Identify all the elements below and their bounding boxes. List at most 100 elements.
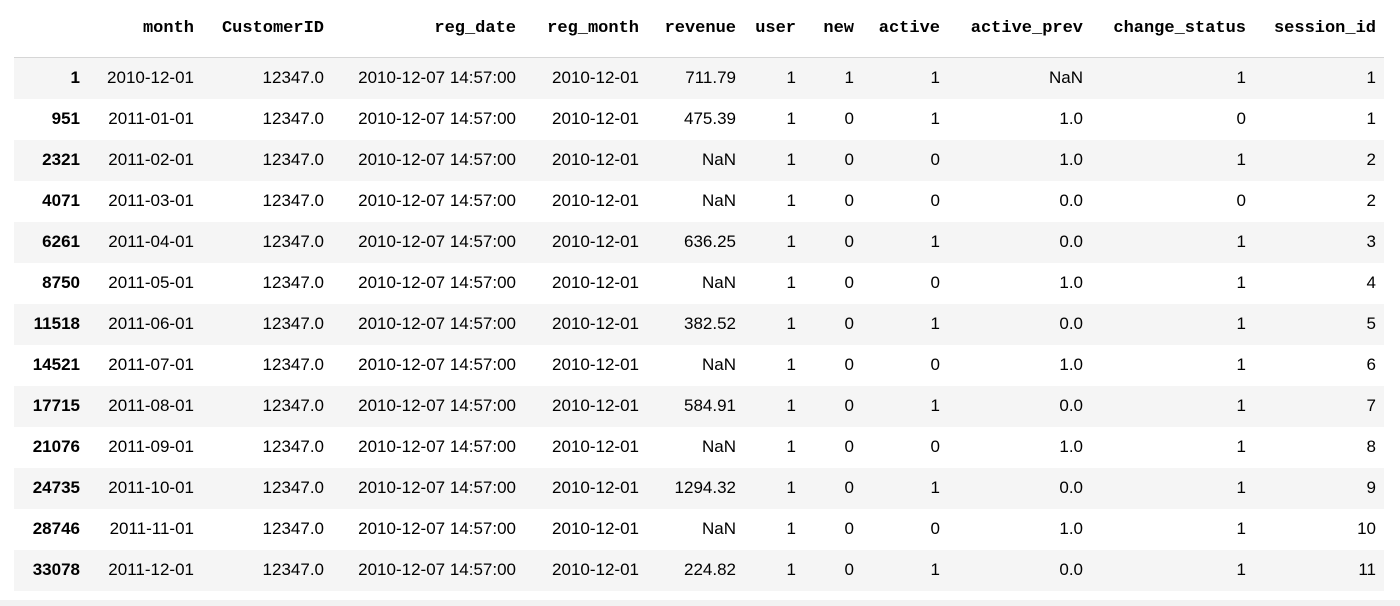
cell-user: 1 — [786, 68, 796, 88]
cell-reg-date: 2010-12-07 14:57:00 — [358, 478, 516, 497]
cell-reg-month: 2010-12-01 — [552, 355, 639, 374]
cell-active: 1 — [930, 68, 940, 88]
table-row: 4071 2011-03-01 12347.0 2010-12-07 14:57:00… — [14, 181, 1384, 222]
cell-customerid: 12347.0 — [262, 191, 324, 210]
cell-reg-date: 2010-12-07 14:57:00 — [358, 314, 516, 333]
row-index: 951 — [51, 109, 80, 128]
cell-new: 1 — [844, 68, 854, 88]
output-bottom-edge — [0, 600, 1400, 606]
cell-customerid: 12347.0 — [262, 437, 324, 456]
cell-revenue: NaN — [701, 519, 736, 538]
row-index: 33078 — [32, 560, 80, 579]
table-row: 33078 2011-12-01 12347.0 2010-12-07 14:57:0… — [14, 549, 1384, 591]
cell-revenue: 1294.32 — [674, 478, 736, 497]
cell-user: 1 — [786, 560, 796, 579]
cell-reg-month: 2010-12-01 — [552, 396, 639, 415]
table-row: 17715 2011-08-01 12347.0 2010-12-07 14:57:0… — [14, 385, 1384, 427]
cell-revenue: 711.79 — [685, 68, 736, 88]
cell-session-id: 8 — [1366, 437, 1376, 456]
row-index: 28746 — [32, 519, 80, 538]
row-index: 6261 — [42, 232, 80, 251]
cell-new: 0 — [844, 437, 854, 456]
row-index: 11518 — [33, 314, 80, 333]
cell-change-status: 0 — [1236, 191, 1246, 210]
cell-reg-month: 2010-12-01 — [552, 560, 639, 579]
cell-customerid: 12347.0 — [262, 273, 324, 292]
cell-new: 0 — [844, 560, 854, 579]
cell-active: 1 — [930, 109, 940, 128]
cell-active-prev: 0.0 — [1059, 560, 1083, 579]
cell-user: 1 — [786, 232, 796, 251]
cell-session-id: 6 — [1366, 355, 1376, 374]
cell-active-prev: 1.0 — [1059, 519, 1083, 538]
cell-customerid: 12347.0 — [262, 314, 324, 333]
cell-user: 1 — [786, 109, 796, 128]
row-index: 21076 — [32, 437, 80, 456]
cell-revenue: NaN — [701, 191, 736, 210]
cell-reg-date: 2010-12-07 14:57:00 — [358, 355, 516, 374]
cell-reg-month: 2010-12-01 — [552, 109, 639, 128]
cell-active: 0 — [930, 355, 940, 374]
cell-session-id: 2 — [1366, 150, 1376, 169]
column-header-month: month — [88, 0, 202, 58]
table-body: 1 2010-12-01 12347.0 2010-12-07 14:57:00 201… — [14, 57, 1384, 591]
cell-customerid: 12347.0 — [262, 355, 324, 374]
cell-reg-date: 2010-12-07 14:57:00 — [358, 273, 516, 292]
cell-active-prev: 0.0 — [1059, 478, 1083, 497]
cell-change-status: 1 — [1236, 355, 1246, 374]
row-index: 1 — [70, 68, 80, 88]
column-header-active: active — [862, 0, 948, 58]
cell-customerid: 12347.0 — [262, 150, 324, 169]
cell-change-status: 1 — [1236, 519, 1246, 538]
cell-active-prev: 1.0 — [1059, 150, 1083, 169]
column-header-reg-month: reg_month — [524, 0, 647, 58]
cell-active: 0 — [930, 519, 940, 538]
cell-revenue: 382.52 — [684, 314, 736, 333]
cell-new: 0 — [844, 519, 854, 538]
cell-reg-date: 2010-12-07 14:57:00 — [358, 396, 516, 415]
column-header-reg-date: reg_date — [332, 0, 524, 58]
cell-customerid: 12347.0 — [262, 396, 324, 415]
cell-user: 1 — [786, 273, 796, 292]
cell-session-id: 7 — [1366, 396, 1376, 415]
row-index: 2321 — [42, 150, 80, 169]
cell-month: 2011-11-01 — [109, 519, 194, 538]
table-row: 6261 2011-04-01 12347.0 2010-12-07 14:57:00… — [14, 221, 1384, 263]
column-header-revenue: revenue — [647, 0, 744, 58]
cell-session-id: 2 — [1366, 191, 1376, 210]
cell-new: 0 — [844, 191, 854, 210]
cell-customerid: 12347.0 — [262, 560, 324, 579]
cell-active: 0 — [930, 191, 940, 210]
cell-active: 1 — [930, 560, 940, 579]
cell-reg-date: 2010-12-07 14:57:00 — [358, 150, 516, 169]
row-index: 17715 — [32, 396, 80, 415]
cell-active: 0 — [930, 273, 940, 292]
cell-user: 1 — [786, 150, 796, 169]
cell-new: 0 — [844, 150, 854, 169]
cell-active-prev: 1.0 — [1059, 109, 1083, 128]
cell-active: 1 — [930, 396, 940, 415]
cell-change-status: 1 — [1236, 478, 1246, 497]
table-row: 24735 2011-10-01 12347.0 2010-12-07 14:57:0… — [14, 467, 1384, 509]
table-row: 14521 2011-07-01 12347.0 2010-12-07 14:57:0… — [14, 345, 1384, 386]
cell-user: 1 — [786, 478, 796, 497]
cell-customerid: 12347.0 — [262, 232, 324, 251]
cell-reg-month: 2010-12-01 — [552, 314, 639, 333]
cell-month: 2011-03-01 — [108, 191, 194, 210]
cell-reg-month: 2010-12-01 — [552, 68, 639, 88]
cell-new: 0 — [844, 232, 854, 251]
cell-month: 2010-12-01 — [107, 68, 194, 88]
cell-user: 1 — [786, 314, 796, 333]
cell-user: 1 — [786, 355, 796, 374]
cell-month: 2011-07-01 — [108, 355, 194, 374]
cell-change-status: 1 — [1236, 232, 1246, 251]
cell-active-prev: 0.0 — [1059, 232, 1083, 251]
table-row: 951 2011-01-01 12347.0 2010-12-07 14:57:00 2… — [14, 99, 1384, 140]
cell-change-status: 1 — [1236, 437, 1246, 456]
cell-active-prev: 0.0 — [1059, 396, 1083, 415]
column-header-active-prev: active_prev — [948, 0, 1091, 58]
cell-user: 1 — [786, 396, 796, 415]
cell-customerid: 12347.0 — [262, 519, 324, 538]
column-header-change-status: change_status — [1091, 0, 1254, 58]
